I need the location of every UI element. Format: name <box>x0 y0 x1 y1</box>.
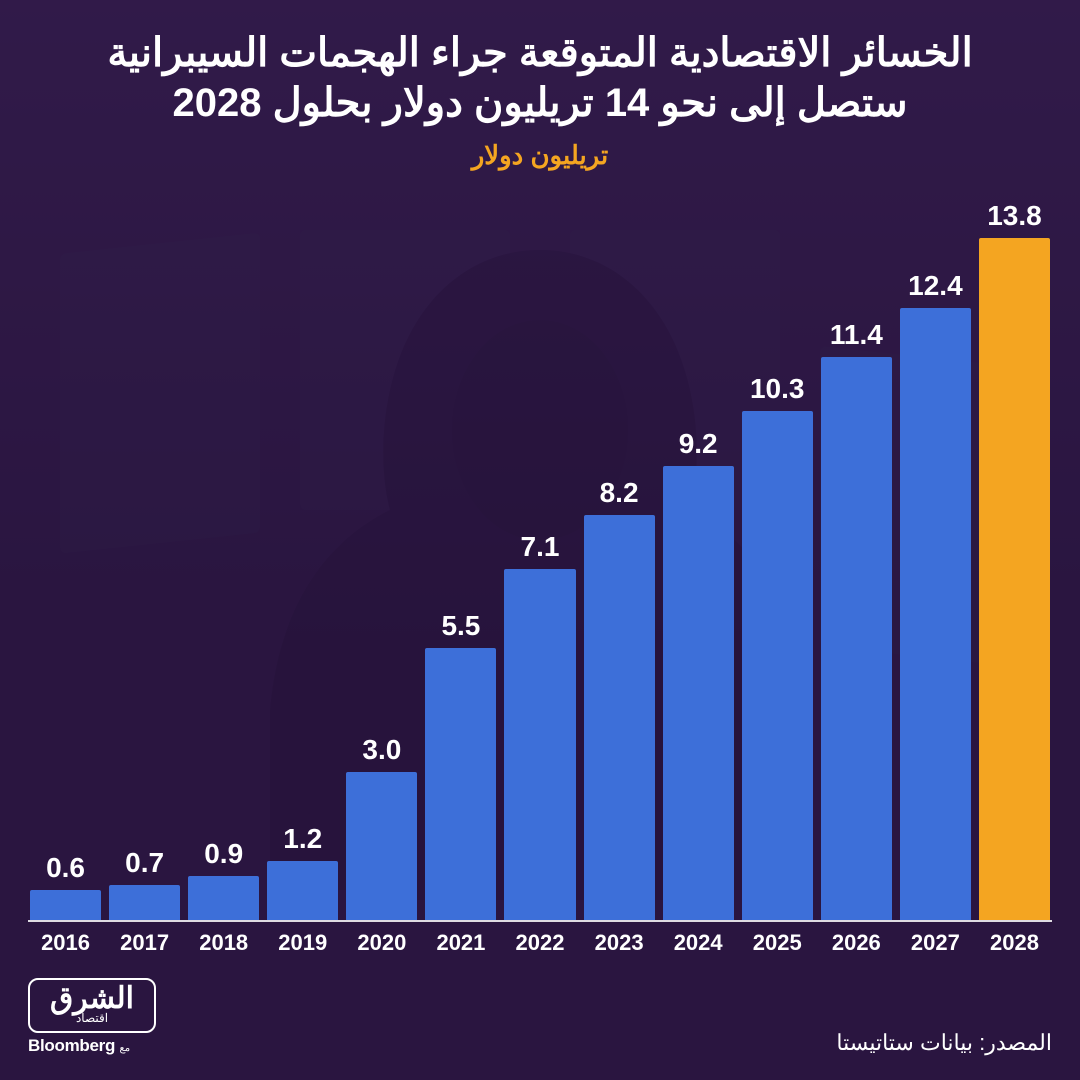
bar-slot: 5.5 <box>425 189 496 920</box>
title-line-2: ستصل إلى نحو 14 تريليون دولار بحلول 2028 <box>173 81 908 125</box>
x-axis-labels: 2016201720182019202020212022202320242025… <box>28 922 1052 964</box>
bar-rect <box>979 238 1050 920</box>
logo-card: الشرق اقتصاد <box>28 978 156 1033</box>
bar-slot: 0.9 <box>188 189 259 920</box>
bar-rect <box>346 772 417 920</box>
bar-value-label: 12.4 <box>908 270 963 302</box>
bar-slot: 0.6 <box>30 189 101 920</box>
bar-value-label: 13.8 <box>987 200 1042 232</box>
x-axis-year: 2023 <box>584 922 655 964</box>
x-axis-year: 2026 <box>821 922 892 964</box>
bar-rect <box>900 308 971 920</box>
bar-rect <box>821 357 892 920</box>
x-axis-year: 2018 <box>188 922 259 964</box>
bar-value-label: 11.4 <box>830 319 883 351</box>
bar-value-label: 8.2 <box>600 477 639 509</box>
bar-slot: 7.1 <box>504 189 575 920</box>
x-axis-year: 2021 <box>425 922 496 964</box>
bar-value-label: 0.7 <box>125 847 164 879</box>
bar-slot: 10.3 <box>742 189 813 920</box>
bar-slot: 9.2 <box>663 189 734 920</box>
bar-slot: 12.4 <box>900 189 971 920</box>
bars-container: 0.6 0.7 0.9 1.2 3.0 5.5 7.1 8.2 9.2 10.3 11.4 12.4 1… <box>28 189 1052 922</box>
bar-value-label: 7.1 <box>521 531 560 563</box>
bar-rect <box>742 411 813 920</box>
x-axis-year: 2028 <box>979 922 1050 964</box>
x-axis-year: 2020 <box>346 922 417 964</box>
bar-chart: 0.6 0.7 0.9 1.2 3.0 5.5 7.1 8.2 9.2 10.3 11.4 12.4 1… <box>28 189 1052 964</box>
x-axis-year: 2024 <box>663 922 734 964</box>
bar-rect <box>30 890 101 920</box>
publisher-logo: الشرق اقتصاد Bloomberg مع <box>28 978 156 1056</box>
bar-rect <box>267 861 338 920</box>
bar-value-label: 9.2 <box>679 428 718 460</box>
x-axis-year: 2016 <box>30 922 101 964</box>
bar-value-label: 0.9 <box>204 838 243 870</box>
x-axis-year: 2027 <box>900 922 971 964</box>
bar-rect <box>663 466 734 920</box>
footer-row: المصدر: بيانات ستاتيستا الشرق اقتصاد Blo… <box>28 978 1052 1056</box>
infographic-canvas: الخسائر الاقتصادية المتوقعة جراء الهجمات… <box>0 0 1080 1080</box>
bar-slot: 0.7 <box>109 189 180 920</box>
bar-rect <box>188 876 259 920</box>
bar-value-label: 5.5 <box>441 610 480 642</box>
x-axis-year: 2022 <box>504 922 575 964</box>
bar-rect <box>584 515 655 920</box>
bar-value-label: 10.3 <box>750 373 805 405</box>
logo-partner-name: Bloomberg <box>28 1036 115 1055</box>
bar-slot: 11.4 <box>821 189 892 920</box>
content-layer: الخسائر الاقتصادية المتوقعة جراء الهجمات… <box>0 0 1080 1080</box>
bar-slot: 3.0 <box>346 189 417 920</box>
logo-sub-text: اقتصاد <box>76 1012 108 1024</box>
bar-value-label: 3.0 <box>362 734 401 766</box>
x-axis-year: 2025 <box>742 922 813 964</box>
bar-slot: 1.2 <box>267 189 338 920</box>
logo-main-text: الشرق <box>50 984 134 1014</box>
title-line-1: الخسائر الاقتصادية المتوقعة جراء الهجمات… <box>107 31 972 75</box>
bar-slot: 13.8 <box>979 189 1050 920</box>
bar-value-label: 0.6 <box>46 852 85 884</box>
chart-title: الخسائر الاقتصادية المتوقعة جراء الهجمات… <box>28 28 1052 128</box>
bar-slot: 8.2 <box>584 189 655 920</box>
x-axis-year: 2019 <box>267 922 338 964</box>
logo-partner-prefix: مع <box>119 1043 130 1054</box>
bar-rect <box>109 885 180 920</box>
x-axis-year: 2017 <box>109 922 180 964</box>
source-attribution: المصدر: بيانات ستاتيستا <box>836 1030 1052 1056</box>
bar-value-label: 1.2 <box>283 823 322 855</box>
logo-partner: Bloomberg مع <box>28 1036 156 1056</box>
bar-rect <box>504 569 575 920</box>
chart-subtitle: تريليون دولار <box>28 140 1052 171</box>
bar-rect <box>425 648 496 920</box>
